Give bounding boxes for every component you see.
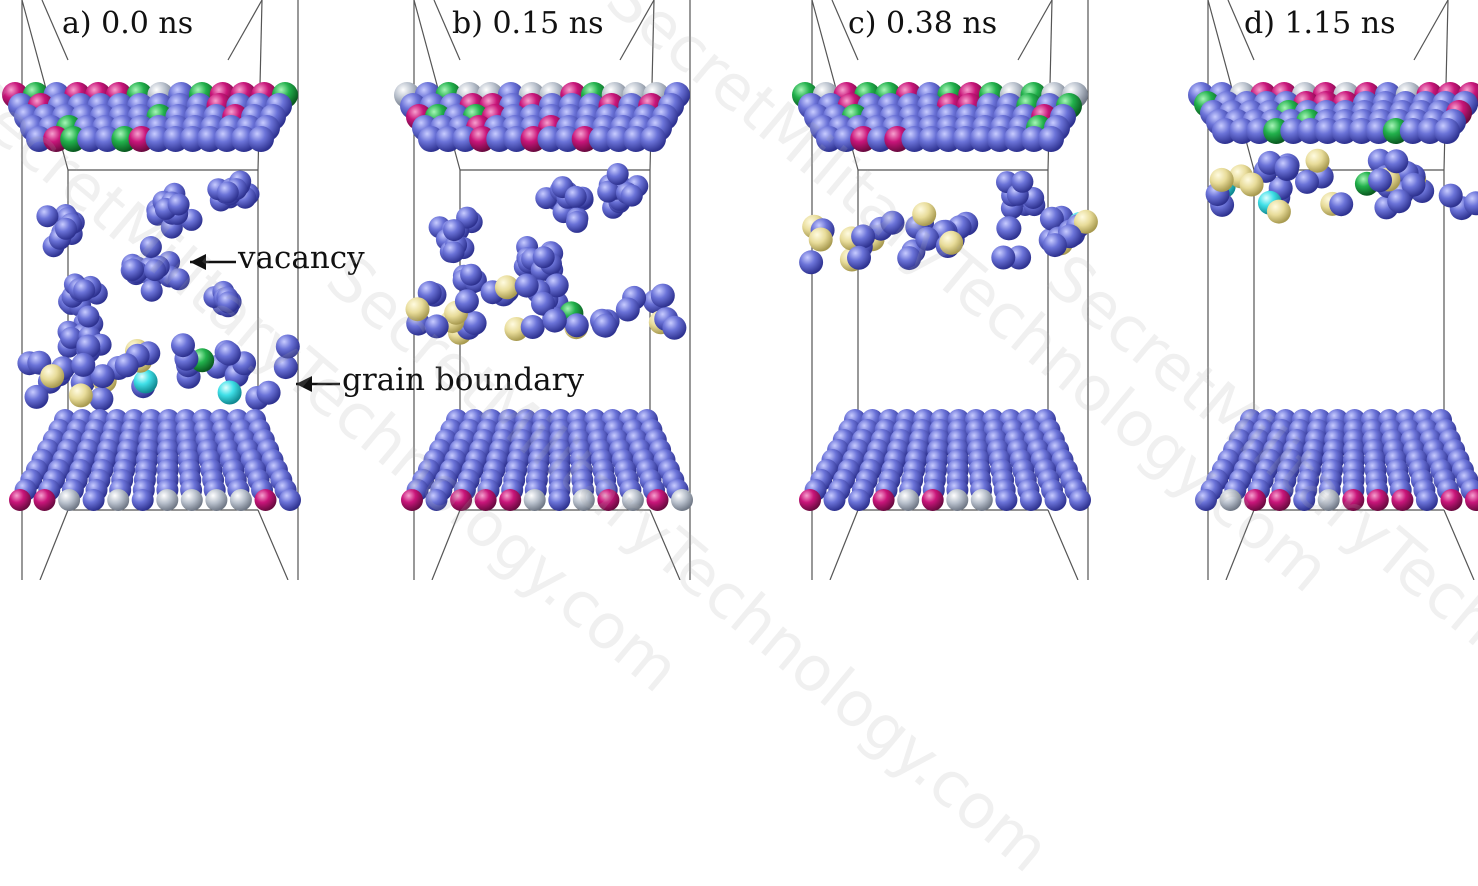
atom-spheres [2, 82, 1478, 511]
grain-boundary-label: grain boundary [342, 362, 584, 398]
panel-c-title: c) 0.38 ns [848, 6, 998, 41]
panel-d-title: d) 1.15 ns [1244, 6, 1396, 41]
simulation-box-frames [21, 0, 1475, 581]
md-simulation-figure [2, 0, 1478, 581]
annotation-arrows [190, 254, 340, 392]
panel-a-title: a) 0.0 ns [62, 6, 194, 41]
panel-b-title: b) 0.15 ns [452, 6, 604, 41]
vacancy-label: vacancy [238, 240, 365, 276]
